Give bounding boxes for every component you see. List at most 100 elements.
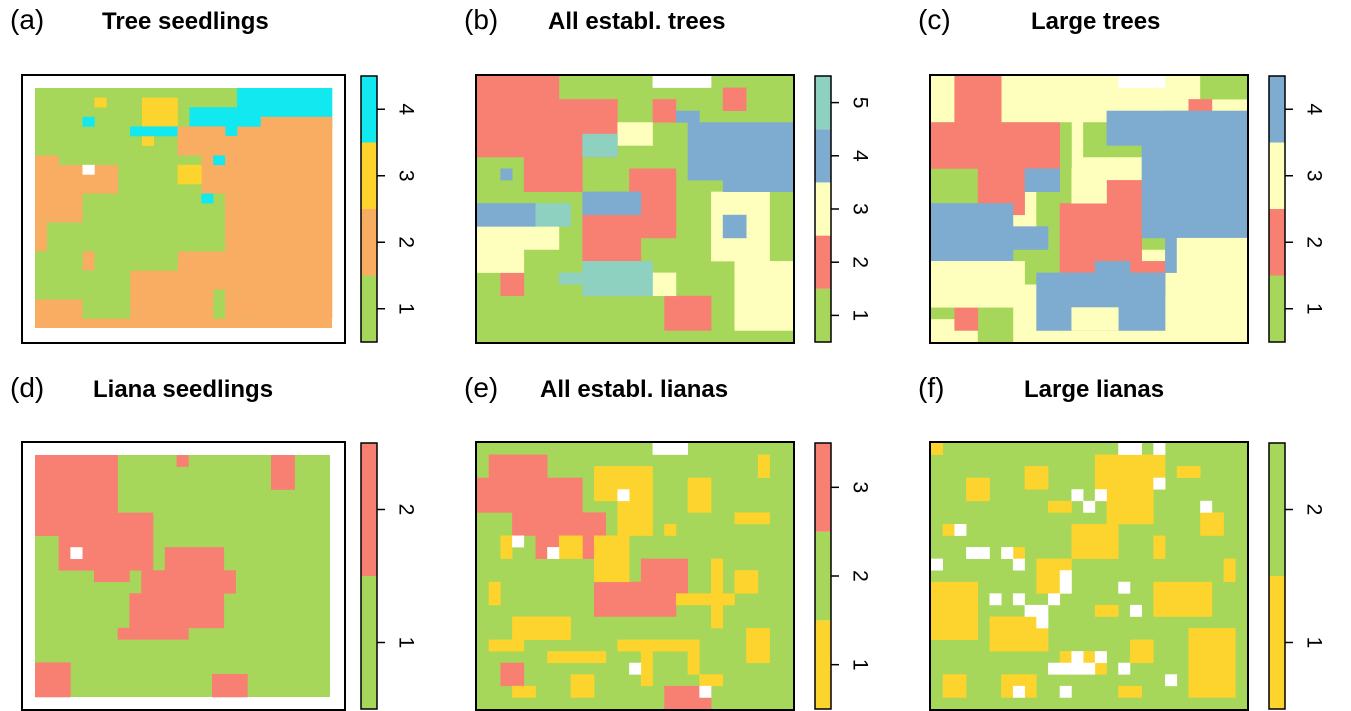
legend-swatch — [815, 182, 831, 236]
raster-cell-class-0 — [1083, 500, 1096, 513]
raster-cell-class-1 — [500, 535, 513, 559]
raster-cell-class-0 — [617, 489, 630, 502]
raster-map — [929, 441, 1249, 711]
panel-letter: (b) — [464, 4, 499, 35]
raster-cell-class-2 — [582, 214, 642, 262]
raster-cell-class-3 — [512, 512, 607, 536]
raster-cell-class-4 — [82, 116, 95, 127]
raster-cell-class-4 — [201, 193, 214, 204]
raster-cell-class-1 — [617, 500, 653, 536]
legend-tick-label: 3 — [1303, 170, 1326, 182]
raster-cell-class-1 — [35, 251, 83, 300]
legend-tick-label: 1 — [849, 310, 872, 322]
raster-cell-class-1 — [711, 558, 724, 629]
raster-cell-class-1 — [1129, 639, 1154, 664]
legend-svg: 12 — [360, 442, 418, 710]
raster-cell-class-3 — [477, 226, 560, 250]
raster-cell-class-3 — [617, 122, 653, 146]
legend-swatch — [361, 76, 377, 143]
raster-cell-class-1 — [757, 454, 770, 478]
raster-cell-class-0 — [1012, 558, 1025, 571]
legend-swatch — [361, 443, 377, 576]
legend-border — [360, 75, 378, 343]
panel-title: All establ. trees — [548, 8, 726, 35]
raster-cell-class-1 — [675, 593, 735, 606]
panel-letter: (e) — [464, 372, 499, 403]
raster-cell-class-1 — [640, 651, 653, 687]
raster-cell-class-1 — [512, 685, 536, 698]
raster-cell-class-0 — [1071, 489, 1084, 502]
raster-cell-class-2 — [1188, 99, 1213, 111]
panel-letter: (d) — [10, 372, 45, 403]
legend-swatch — [815, 288, 831, 342]
legend-swatch — [1269, 275, 1285, 342]
raster-cell-class-3 — [1176, 237, 1247, 331]
raster-cell-class-1 — [1200, 512, 1224, 536]
raster-cell-class-0 — [1118, 443, 1142, 455]
legend-swatch — [815, 443, 831, 532]
raster-map — [929, 74, 1249, 344]
raster-cell-class-2 — [35, 455, 118, 513]
raster-cell-class-0 — [1083, 662, 1096, 675]
raster-cell-class-0 — [1071, 651, 1084, 664]
raster-cell-class-1 — [734, 570, 759, 594]
raster-cell-class-2 — [271, 455, 295, 490]
raster-cell-class-1 — [966, 477, 990, 502]
raster-cell-class-3 — [94, 97, 107, 108]
legend-tick-label: 1 — [395, 637, 418, 649]
raster-cell-class-1 — [734, 512, 770, 525]
raster-map — [475, 441, 795, 711]
color-legend: 1 2 3 4 — [360, 75, 418, 343]
raster-cell-class-1 — [82, 270, 131, 319]
raster-cell-class-2 — [954, 307, 979, 331]
raster-cell-class-2 — [664, 295, 712, 331]
raster-cell-class-0 — [699, 685, 712, 698]
raster-cell-class-3 — [734, 261, 793, 331]
legend-tick-label: 5 — [849, 97, 872, 109]
raster-cell-class-1 — [1071, 523, 1119, 559]
raster-cell-class-0 — [966, 547, 979, 559]
raster-cells — [477, 443, 793, 709]
raster-cell-class-3 — [141, 136, 155, 146]
raster-cell-class-3 — [141, 97, 178, 127]
raster-cell-class-1 — [1048, 500, 1072, 513]
legend-tick-label: 4 — [849, 150, 872, 162]
raster-cell-class-0 — [1012, 593, 1025, 606]
raster-cell-class-1 — [1223, 558, 1236, 583]
legend-tick-label: 1 — [1303, 637, 1326, 649]
color-legend: 1 2 3 4 5 — [814, 75, 872, 343]
raster-cells — [35, 455, 330, 698]
legend-tick-label: 2 — [395, 236, 418, 248]
raster-cell-class-3 — [477, 249, 525, 273]
raster-cell-class-0 — [1059, 570, 1072, 583]
raster-cell-class-2 — [954, 76, 1002, 123]
raster-cells — [477, 76, 793, 342]
raster-cell-class-3 — [931, 261, 1025, 308]
raster-cell-class-1 — [1094, 604, 1119, 617]
raster-cell-class-1 — [1024, 466, 1049, 490]
legend-swatch — [1269, 443, 1285, 576]
raster-cells — [931, 76, 1247, 342]
legend-svg: 1 2 3 4 5 — [814, 75, 872, 343]
raster-cell-class-3 — [1071, 307, 1119, 331]
legend-svg: 1 2 3 4 — [1268, 75, 1326, 343]
raster-cell-class-4 — [1024, 168, 1061, 192]
raster-cell-class-3 — [500, 662, 525, 687]
legend-swatch — [361, 209, 377, 276]
raster-cell-class-1 — [512, 616, 571, 640]
raster-cell-class-4 — [1106, 110, 1247, 146]
panel-title: Large lianas — [1024, 376, 1165, 403]
legend-tick-label: 2 — [849, 256, 872, 268]
raster-cell-class-0 — [1059, 581, 1072, 594]
legend-tick-label: 3 — [849, 481, 872, 493]
legend-svg: 1 2 3 — [814, 442, 872, 710]
raster-cell-class-1 — [687, 477, 712, 513]
raster-cell-class-4 — [722, 180, 793, 192]
panel-letter: (f) — [918, 372, 945, 403]
legend-tick-label: 4 — [1303, 103, 1326, 115]
raster-cell-class-1 — [746, 628, 770, 664]
legend-tick-label: 2 — [1303, 236, 1326, 248]
legend-swatch — [815, 76, 831, 130]
raster-cell-class-0 — [989, 593, 1002, 606]
